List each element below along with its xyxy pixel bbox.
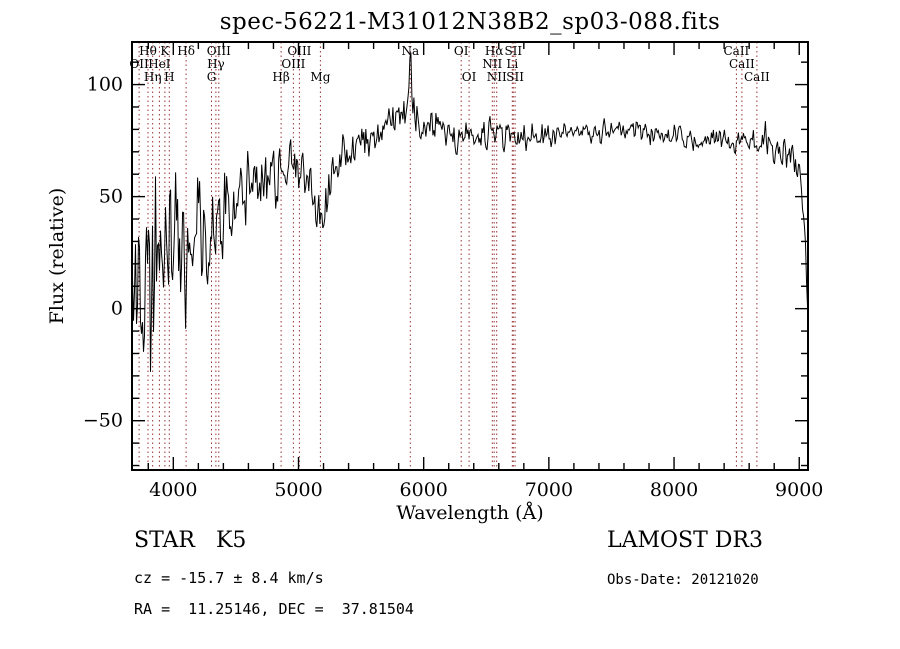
spectral-line-label: OI — [454, 44, 469, 58]
y-tick-label: −50 — [83, 410, 123, 432]
x-tick-labels: 4000 5000 6000 7000 8000 9000 — [149, 479, 823, 501]
x-tick-label: 7000 — [525, 479, 573, 501]
spectral-line-label: CaII — [744, 70, 770, 84]
y-tick-label: 50 — [99, 186, 123, 208]
spectral-line-label: Hη — [144, 70, 162, 84]
x-tick-label: 8000 — [650, 479, 698, 501]
spectral-line-label: SII — [504, 44, 522, 58]
observation-date: Obs-Date: 20121020 — [607, 572, 759, 588]
radial-velocity: cz = -15.7 ± 8.4 km/s — [134, 569, 324, 587]
plot-border — [131, 41, 809, 471]
axis-ticks — [132, 42, 808, 470]
spectrum-curve — [132, 52, 808, 372]
spectral-line-label: Hα — [485, 44, 504, 58]
x-tick-label: 9000 — [775, 479, 823, 501]
plot-title: spec-56221-M31012N38B2_sp03-088.fits — [219, 9, 721, 35]
flux-curve — [132, 52, 808, 372]
spectral-line-label: CaII — [729, 57, 755, 71]
y-axis-label: Flux (relative) — [46, 187, 68, 325]
spectral-line-label: Hγ — [207, 57, 225, 71]
spectral-line-label: SII — [506, 70, 524, 84]
spectral-line-label: Li — [506, 57, 518, 71]
x-axis-label: Wavelength (Å) — [396, 502, 544, 524]
x-tick-label: 5000 — [274, 479, 322, 501]
spectral-line-label: NII — [487, 70, 507, 84]
spectral-line-label: Hβ — [272, 70, 289, 84]
spectral-line-label: K — [160, 44, 170, 58]
spectral-line-label: OIII — [207, 44, 231, 58]
spectral-line-label: G — [207, 70, 217, 84]
y-tick-label: 100 — [87, 74, 123, 96]
y-tick-label: 0 — [111, 298, 123, 320]
spectral-line-label: H — [164, 70, 174, 84]
survey-name: LAMOST DR3 — [607, 528, 763, 553]
x-tick-label: 6000 — [400, 479, 448, 501]
spectral-line-label: OII — [129, 57, 149, 71]
x-tick-label: 4000 — [149, 479, 197, 501]
ra-dec-coordinates: RA = 11.25146, DEC = 37.81504 — [134, 600, 414, 618]
plot-frame — [131, 41, 809, 471]
spectral-line-label: Hθ — [139, 44, 157, 58]
object-classification: STAR K5 — [134, 528, 247, 553]
spectral-line-label: Na — [401, 44, 419, 58]
spectral-line-label: NII — [482, 57, 502, 71]
spectral-line-label: OIII — [287, 44, 311, 58]
spectral-line-markers — [138, 42, 758, 470]
spectral-line-label: Hδ — [177, 44, 195, 58]
spectral-line-label: HeI — [148, 57, 171, 71]
y-tick-labels: −50 0 50 100 — [83, 74, 123, 432]
spectral-line-label: CaII — [723, 44, 749, 58]
spectral-line-label: OI — [462, 70, 477, 84]
spectral-line-label: OIII — [281, 57, 305, 71]
spectral-line-label: Mg — [310, 70, 330, 84]
